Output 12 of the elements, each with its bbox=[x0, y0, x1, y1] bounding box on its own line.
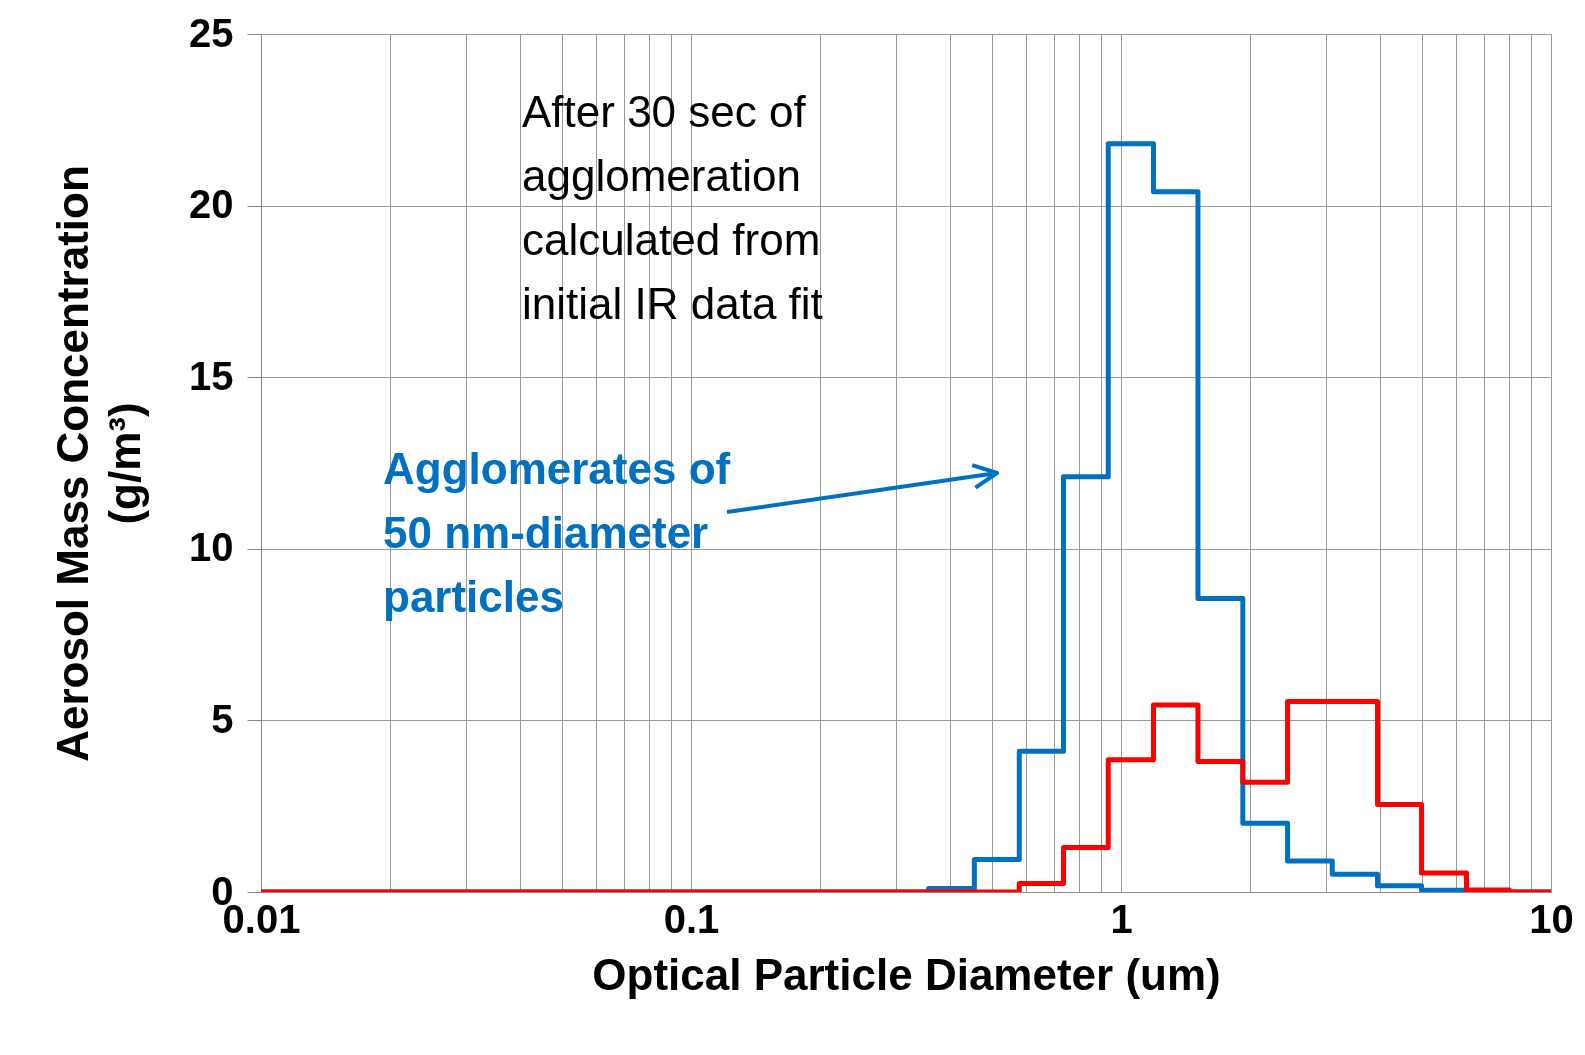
x-tick-label: 10 bbox=[1529, 896, 1574, 941]
y-tick-label: 15 bbox=[189, 353, 234, 398]
y-tick-label: 5 bbox=[211, 696, 234, 741]
x-axis-title: Optical Particle Diameter (um) bbox=[592, 949, 1221, 999]
y-tick-label: 10 bbox=[189, 525, 234, 570]
x-tick-label: 1 bbox=[1110, 896, 1133, 941]
y-tick-label: 20 bbox=[189, 182, 234, 227]
y-axis-title: Aerosol Mass Concentration (g/m³) bbox=[48, 165, 150, 762]
x-tick-label: 0.1 bbox=[663, 896, 720, 941]
annotation: Agglomerates of 50 nm-diameter particles bbox=[383, 444, 731, 621]
y-tick-label: 25 bbox=[189, 10, 234, 55]
annotation: After 30 sec of agglomeration calculated from initial IR data fit bbox=[522, 87, 823, 328]
